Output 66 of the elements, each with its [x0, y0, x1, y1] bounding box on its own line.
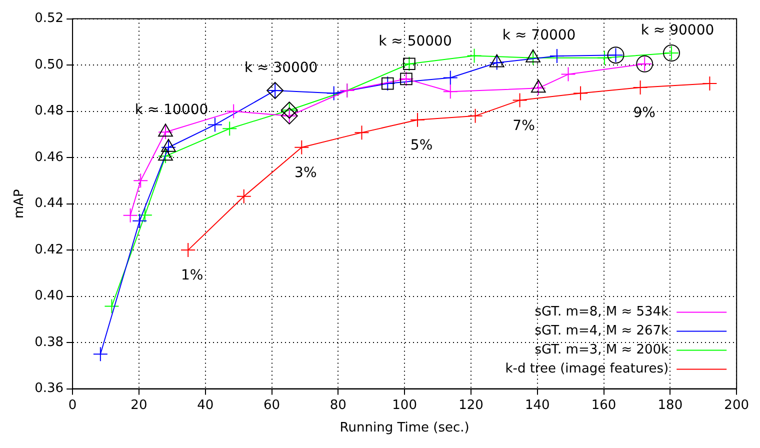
annotation: k ≈ 50000 [378, 34, 452, 50]
point [530, 80, 546, 96]
annotation: 3% [294, 165, 317, 182]
y-tick-label: 0.50 [34, 57, 64, 72]
y-tick-label: 0.46 [34, 150, 64, 165]
point [132, 213, 148, 228]
point [549, 48, 564, 64]
point [489, 55, 504, 70]
point [180, 242, 196, 258]
y-tick-label: 0.42 [34, 242, 64, 258]
annotation: 1% [180, 268, 204, 284]
point [161, 140, 176, 155]
point [702, 76, 718, 92]
point [632, 80, 648, 95]
point [326, 86, 342, 101]
point [354, 125, 370, 140]
point [560, 66, 576, 82]
point [442, 84, 458, 100]
point [137, 208, 152, 223]
annotation: 7% [512, 118, 535, 134]
point [158, 148, 174, 164]
legend-label: sGT. m=4, M ≈ 267k [534, 324, 670, 339]
point [442, 70, 458, 86]
y-tick-label: 0.52 [34, 11, 64, 26]
x-tick-label: 160 [591, 398, 616, 413]
point [226, 104, 242, 119]
x-tick-label: 80 [330, 398, 346, 413]
annotation: k ≈ 90000 [640, 22, 714, 39]
point [512, 92, 528, 108]
point [294, 140, 310, 155]
x-tick-label: 20 [130, 398, 148, 413]
y-tick-label: 0.40 [34, 288, 64, 304]
point [573, 86, 588, 101]
point [207, 117, 222, 132]
legend-label: k-d tree (image features) [505, 362, 669, 377]
y-tick-label: 0.36 [34, 381, 64, 396]
x-tick-label: 40 [197, 398, 214, 413]
y-tick-label: 0.48 [34, 104, 64, 119]
x-tick-label: 140 [524, 398, 550, 413]
point [222, 121, 238, 136]
x-tick-label: 100 [392, 398, 417, 413]
annotation: 5% [410, 137, 433, 154]
point [410, 112, 426, 128]
point [122, 208, 138, 223]
point [133, 173, 148, 188]
point [104, 298, 120, 314]
point [92, 346, 108, 362]
y-axis-title: mAP [12, 188, 28, 219]
point [158, 124, 174, 140]
point [468, 108, 483, 124]
legend-label: sGT. m=8, M ≈ 534k [534, 304, 670, 320]
point [466, 48, 482, 64]
y-tick-label: 0.38 [34, 334, 64, 350]
point [596, 50, 612, 66]
point [236, 188, 252, 204]
legend-label: sGT. m=3, M ≈ 200k [534, 342, 670, 358]
annotation: k ≈ 30000 [244, 60, 318, 76]
x-tick-label: 120 [458, 398, 484, 413]
x-tick-label: 180 [658, 398, 683, 413]
annotation: k ≈ 70000 [502, 28, 576, 44]
x-tick-label: 60 [263, 398, 280, 413]
x-axis-title: Running Time (sec.) [340, 420, 470, 436]
annotation: 9% [633, 105, 656, 122]
x-tick-label: 0 [68, 398, 77, 413]
x-tick-label: 200 [724, 398, 750, 413]
y-tick-label: 0.44 [34, 196, 64, 212]
